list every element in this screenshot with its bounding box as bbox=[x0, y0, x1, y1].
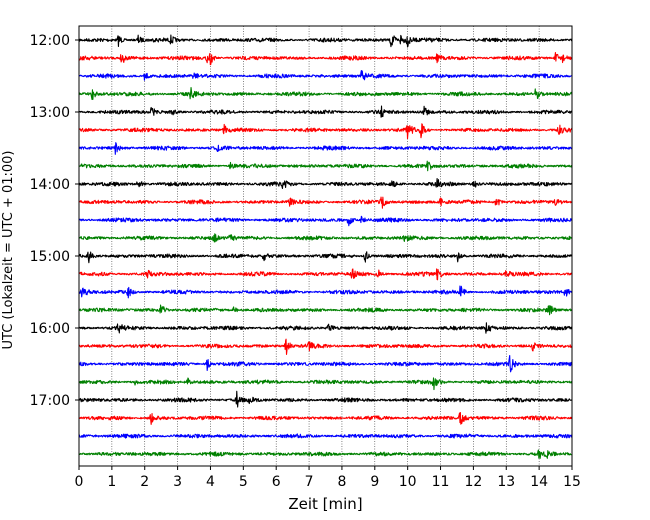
trace-1615 bbox=[78, 338, 573, 355]
x-grid-lines bbox=[111, 26, 540, 466]
trace-1530 bbox=[78, 285, 573, 299]
y-tick-label: 14:00 bbox=[30, 177, 70, 193]
trace-1630 bbox=[78, 354, 573, 373]
trace-1300 bbox=[78, 105, 573, 118]
x-tick-label: 13 bbox=[497, 474, 515, 490]
trace-1315 bbox=[78, 123, 573, 140]
y-tick-label: 15:00 bbox=[30, 249, 70, 265]
y-tick-label: 16:00 bbox=[30, 321, 70, 337]
x-axis-ticks: 0 1 2 3 4 5 6 7 8 9 10 11 12 13 14 15 bbox=[75, 466, 581, 490]
trace-1500 bbox=[78, 251, 573, 264]
x-tick-label: 4 bbox=[206, 474, 215, 490]
y-tick-label: 12:00 bbox=[30, 33, 70, 49]
plot-frame bbox=[78, 25, 573, 467]
x-axis-label: Zeit [min] bbox=[288, 495, 362, 513]
trace-1345 bbox=[78, 160, 573, 172]
trace-1545 bbox=[78, 304, 573, 316]
trace-1515 bbox=[78, 268, 573, 281]
x-tick-label: 1 bbox=[107, 474, 116, 490]
trace-1745 bbox=[78, 449, 573, 459]
trace-1200 bbox=[78, 34, 573, 48]
y-tick-label: 17:00 bbox=[30, 393, 70, 409]
x-tick-label: 5 bbox=[239, 474, 248, 490]
trace-1330 bbox=[78, 142, 573, 155]
x-tick-label: 9 bbox=[370, 474, 379, 490]
x-tick-label: 7 bbox=[305, 474, 314, 490]
trace-1400 bbox=[78, 177, 573, 189]
x-tick-label: 14 bbox=[530, 474, 548, 490]
x-tick-label: 12 bbox=[464, 474, 482, 490]
y-axis-ticks: 12:00 13:00 14:00 15:00 16:00 17:00 bbox=[30, 33, 79, 409]
trace-1700 bbox=[78, 390, 573, 408]
trace-1730 bbox=[78, 433, 573, 439]
x-tick-label: 6 bbox=[272, 474, 281, 490]
x-tick-label: 2 bbox=[140, 474, 149, 490]
trace-1645 bbox=[78, 377, 573, 391]
y-tick-label: 13:00 bbox=[30, 105, 70, 121]
x-tick-label: 10 bbox=[399, 474, 417, 490]
x-tick-label: 0 bbox=[75, 474, 84, 490]
x-tick-label: 8 bbox=[337, 474, 346, 490]
trace-1430 bbox=[78, 215, 573, 227]
x-tick-label: 11 bbox=[432, 474, 450, 490]
trace-1230 bbox=[78, 70, 573, 81]
trace-1415 bbox=[78, 196, 573, 209]
trace-1245 bbox=[78, 86, 573, 100]
trace-1215 bbox=[78, 52, 573, 66]
seismogram-traces bbox=[78, 34, 573, 459]
trace-1600 bbox=[78, 322, 573, 334]
x-tick-label: 3 bbox=[173, 474, 182, 490]
trace-1445 bbox=[78, 233, 573, 243]
x-tick-label: 15 bbox=[563, 474, 581, 490]
trace-1715 bbox=[78, 412, 573, 425]
y-axis-label: UTC (Lokalzeit = UTC + 01:00) bbox=[1, 151, 16, 350]
